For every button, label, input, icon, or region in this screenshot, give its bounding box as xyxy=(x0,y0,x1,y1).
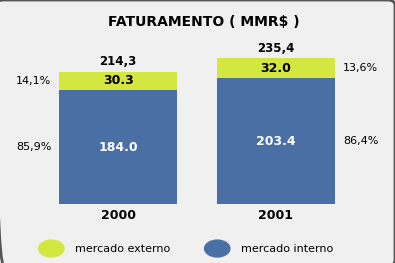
Text: 184.0: 184.0 xyxy=(98,140,138,154)
Text: 13,6%: 13,6% xyxy=(343,63,378,73)
Bar xyxy=(59,72,177,90)
Text: 85,9%: 85,9% xyxy=(16,142,51,152)
Text: 214,3: 214,3 xyxy=(100,55,137,68)
Text: 14,1%: 14,1% xyxy=(16,76,51,86)
Text: 203.4: 203.4 xyxy=(256,135,296,148)
Bar xyxy=(217,78,335,204)
Text: mercado externo: mercado externo xyxy=(75,244,170,254)
Bar xyxy=(59,90,177,204)
Text: 235,4: 235,4 xyxy=(257,42,295,55)
Text: 86,4%: 86,4% xyxy=(343,136,378,146)
Text: 32.0: 32.0 xyxy=(260,62,292,75)
Title: FATURAMENTO ( MMR$ ): FATURAMENTO ( MMR$ ) xyxy=(108,15,299,29)
Bar xyxy=(217,58,335,78)
Text: mercado interno: mercado interno xyxy=(241,244,333,254)
Text: 30.3: 30.3 xyxy=(103,74,134,87)
